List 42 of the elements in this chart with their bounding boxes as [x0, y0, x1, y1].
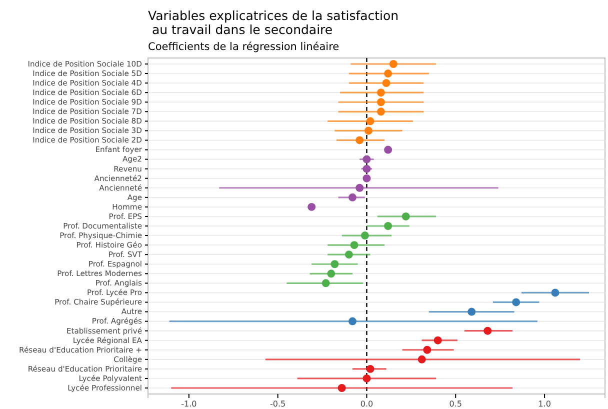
point: [423, 346, 432, 354]
point: [366, 117, 374, 126]
point: [512, 298, 520, 306]
x-tick-label: 0.0: [360, 400, 374, 409]
x-tick-label: -1.0: [181, 400, 197, 409]
x-tick-label: 0.5: [449, 400, 462, 409]
x-tick-label: -0.5: [270, 400, 286, 409]
point: [344, 250, 353, 259]
chart-title: Variables explicatrices de la satisfaction au travail dans le secondaire: [148, 8, 399, 37]
point: [376, 88, 385, 97]
point: [348, 317, 356, 326]
point: [362, 155, 371, 164]
point: [376, 108, 385, 116]
point: [376, 98, 385, 106]
point: [468, 308, 476, 316]
point: [322, 279, 330, 288]
point: [389, 60, 398, 68]
point: [382, 79, 390, 88]
point: [364, 126, 372, 135]
point: [356, 136, 364, 144]
x-tick-label: 1.0: [538, 400, 551, 409]
point: [360, 232, 369, 240]
point: [330, 260, 339, 268]
point: [551, 288, 560, 297]
point: [350, 241, 358, 250]
point: [484, 326, 492, 335]
point: [356, 184, 364, 192]
point: [362, 374, 371, 382]
point: [338, 384, 346, 392]
point: [402, 212, 410, 220]
point: [362, 174, 371, 182]
chart-subtitle: Coefficients de la régression linéaire: [148, 41, 340, 53]
point: [362, 164, 371, 173]
point: [366, 364, 374, 373]
point: [308, 202, 316, 211]
point: [384, 222, 392, 230]
point: [348, 193, 356, 202]
point: [418, 355, 426, 364]
point: [384, 70, 392, 78]
point: [434, 336, 442, 344]
point: [384, 146, 392, 154]
point: [327, 270, 336, 278]
